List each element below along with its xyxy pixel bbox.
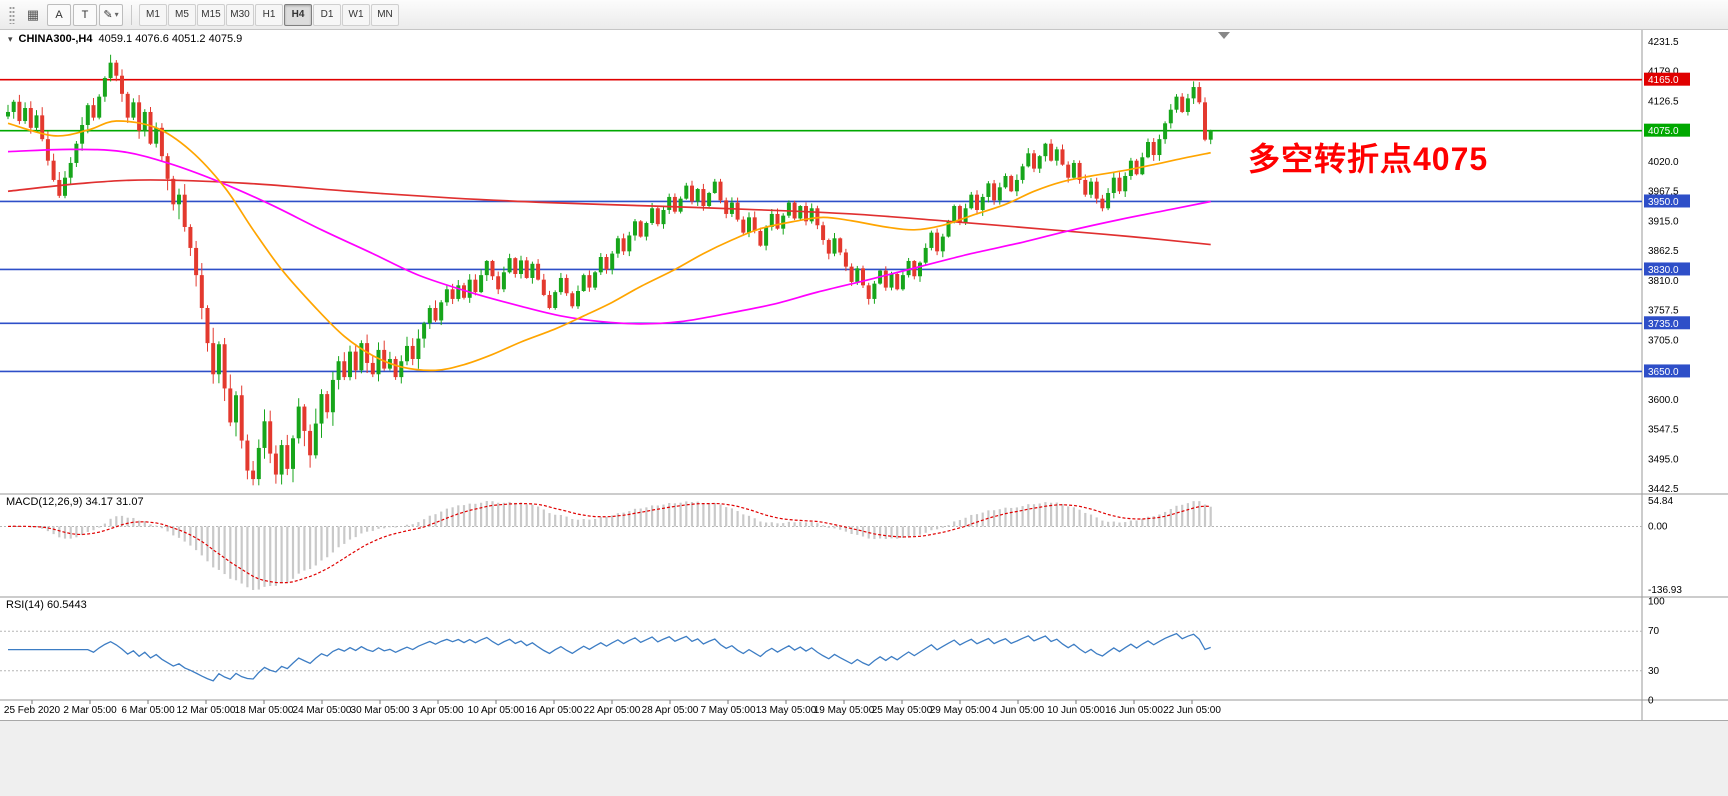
rsi-axis-label: 0 bbox=[1648, 696, 1654, 707]
rsi-layer bbox=[0, 630, 1642, 682]
price-level-badge bbox=[1644, 123, 1690, 137]
price-level-badge bbox=[1644, 72, 1690, 86]
rsi-line bbox=[8, 632, 1211, 682]
price-level-badge-label: 3650.0 bbox=[1648, 367, 1679, 378]
time-tick-label: 29 May 05:00 bbox=[930, 705, 991, 716]
price-level-badge bbox=[1644, 364, 1690, 378]
macd-signal-line bbox=[7, 502, 1211, 584]
collapse-triangle-icon[interactable]: ▾ bbox=[8, 33, 13, 44]
price-tick-label: 4126.5 bbox=[1648, 96, 1679, 107]
time-tick-label: 30 Mar 05:00 bbox=[351, 705, 410, 716]
price-tick-label: 3967.5 bbox=[1648, 187, 1679, 198]
toolbar-separator bbox=[131, 4, 132, 25]
time-tick-label: 25 Feb 2020 bbox=[4, 705, 61, 716]
time-tick-label: 6 Mar 05:00 bbox=[121, 705, 175, 716]
time-tick-label: 16 Apr 05:00 bbox=[526, 705, 583, 716]
time-tick-label: 10 Apr 05:00 bbox=[468, 705, 525, 716]
rsi-axis-label: 100 bbox=[1648, 597, 1665, 608]
panel-borders bbox=[0, 30, 1728, 720]
price-tick-label: 4231.5 bbox=[1648, 37, 1679, 48]
timeframe-button-m30[interactable]: M30 bbox=[226, 3, 254, 26]
macd-layer bbox=[0, 501, 1642, 590]
price-level-badge-label: 3950.0 bbox=[1648, 197, 1679, 208]
price-level-badge-label: 4165.0 bbox=[1648, 75, 1679, 86]
time-tick-label: 12 Mar 05:00 bbox=[177, 705, 236, 716]
time-tick-label: 22 Jun 05:00 bbox=[1163, 705, 1221, 716]
time-tick-label: 2 Mar 05:00 bbox=[63, 705, 117, 716]
timeframe-button-m1[interactable]: M1 bbox=[139, 3, 167, 26]
candles-layer bbox=[6, 32, 1230, 486]
price-tick-label: 3810.0 bbox=[1648, 276, 1679, 287]
time-tick-label: 24 Mar 05:00 bbox=[293, 705, 352, 716]
timeframe-button-m15[interactable]: M15 bbox=[197, 3, 225, 26]
rsi-axis-label: 30 bbox=[1648, 666, 1660, 677]
price-level-badge bbox=[1644, 262, 1690, 276]
time-tick-label: 4 Jun 05:00 bbox=[992, 705, 1045, 716]
ohlc-values: 4059.1 4076.6 4051.2 4075.9 bbox=[98, 33, 243, 45]
macd-axis-label: 0.00 bbox=[1648, 521, 1668, 532]
time-tick-label: 16 Jun 05:00 bbox=[1105, 705, 1163, 716]
price-level-badge-label: 3830.0 bbox=[1648, 265, 1679, 276]
timeframe-button-m5[interactable]: M5 bbox=[168, 3, 196, 26]
timeframe-button-mn[interactable]: MN bbox=[371, 3, 399, 26]
price-level-badge bbox=[1644, 194, 1690, 208]
rsi-label: RSI(14) 60.5443 bbox=[6, 599, 87, 611]
chart-title: ▾ CHINA300-,H4 4059.1 4076.6 4051.2 4075… bbox=[8, 33, 242, 45]
time-tick-label: 13 May 05:00 bbox=[756, 705, 817, 716]
rsi-axis-label: 70 bbox=[1648, 626, 1660, 637]
medium-ma-line bbox=[7, 148, 1211, 325]
time-tick-label: 25 May 05:00 bbox=[872, 705, 933, 716]
price-tick-label: 3600.0 bbox=[1648, 395, 1679, 406]
time-tick-label: 22 Apr 05:00 bbox=[584, 705, 641, 716]
price-level-badge-label: 3735.0 bbox=[1648, 319, 1679, 330]
timeframe-button-h4[interactable]: H4 bbox=[284, 3, 312, 26]
chart-windows-icon[interactable]: ▦ bbox=[26, 6, 40, 22]
macd-label: MACD(12,26,9) 34.17 31.07 bbox=[6, 496, 144, 508]
time-tick-label: 19 May 05:00 bbox=[814, 705, 875, 716]
price-tick-label: 3547.5 bbox=[1648, 425, 1679, 436]
price-tick-label: 4020.0 bbox=[1648, 157, 1679, 168]
draw-tool-button[interactable]: ✎ ▾ bbox=[99, 3, 123, 26]
cursor-tool-button[interactable]: A bbox=[47, 3, 71, 26]
fast-ma-line bbox=[7, 120, 1211, 372]
price-annotation: 多空转折点4075 bbox=[1248, 141, 1489, 177]
timeframe-group: M1 M5 M15 M30 H1 H4 D1 W1 MN bbox=[139, 3, 399, 26]
toolbar-grip[interactable] bbox=[9, 5, 15, 24]
timeframe-button-d1[interactable]: D1 bbox=[313, 3, 341, 26]
toolbar: ▦ A T ✎ ▾ M1 M5 M15 M30 H1 H4 D1 W1 MN bbox=[0, 0, 1728, 30]
price-axis[interactable]: 100 70 30 0 54.84 0.00 -136.93 4231.5 4179.0 4126… bbox=[1644, 37, 1690, 707]
chart-shift-marker[interactable] bbox=[1218, 32, 1230, 39]
price-tick-label: 3705.0 bbox=[1648, 335, 1679, 346]
ma-layer bbox=[7, 120, 1211, 372]
time-tick-label: 28 Apr 05:00 bbox=[642, 705, 699, 716]
time-tick-label: 3 Apr 05:00 bbox=[412, 705, 464, 716]
window-footer bbox=[0, 720, 1728, 796]
time-tick-label: 10 Jun 05:00 bbox=[1047, 705, 1105, 716]
price-tick-label: 3495.0 bbox=[1648, 454, 1679, 465]
price-tick-label: 4179.0 bbox=[1648, 67, 1679, 78]
time-axis[interactable]: 25 Feb 2020 2 Mar 05:00 6 Mar 05:00 12 Mar … bbox=[4, 700, 1221, 716]
timeframe-button-h1[interactable]: H1 bbox=[255, 3, 283, 26]
price-level-badge-label: 4075.0 bbox=[1648, 126, 1679, 137]
timeframe-button-w1[interactable]: W1 bbox=[342, 3, 370, 26]
time-tick-label: 7 May 05:00 bbox=[700, 705, 755, 716]
symbol-period-label: CHINA300-,H4 bbox=[18, 33, 93, 45]
pencil-icon: ✎ bbox=[103, 9, 113, 21]
levels-layer bbox=[0, 78, 1642, 373]
macd-axis-label: -136.93 bbox=[1648, 585, 1682, 596]
time-tick-label: 18 Mar 05:00 bbox=[235, 705, 294, 716]
price-level-badge bbox=[1644, 316, 1690, 330]
price-tick-label: 3757.5 bbox=[1648, 306, 1679, 317]
macd-axis-label: 54.84 bbox=[1648, 496, 1673, 507]
text-tool-button[interactable]: T bbox=[73, 3, 97, 26]
price-tick-label: 3442.5 bbox=[1648, 484, 1679, 495]
price-tick-label: 3862.5 bbox=[1648, 246, 1679, 257]
slow-ma-line bbox=[7, 179, 1211, 246]
price-tick-label: 3915.0 bbox=[1648, 216, 1679, 227]
chevron-down-icon: ▾ bbox=[114, 10, 119, 19]
